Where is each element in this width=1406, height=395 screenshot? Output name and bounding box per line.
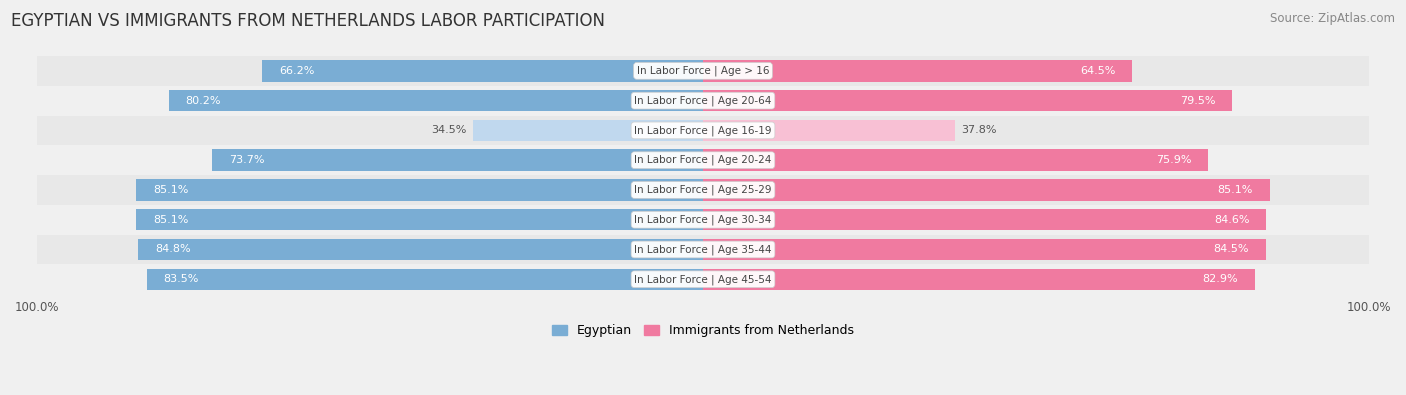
Text: In Labor Force | Age 30-34: In Labor Force | Age 30-34 [634, 214, 772, 225]
Bar [703, 209, 1267, 230]
Bar [212, 149, 703, 171]
Text: 64.5%: 64.5% [1080, 66, 1116, 76]
Bar [703, 90, 1232, 111]
Text: EGYPTIAN VS IMMIGRANTS FROM NETHERLANDS LABOR PARTICIPATION: EGYPTIAN VS IMMIGRANTS FROM NETHERLANDS … [11, 12, 605, 30]
Text: 37.8%: 37.8% [962, 126, 997, 135]
Bar [37, 56, 1369, 86]
Legend: Egyptian, Immigrants from Netherlands: Egyptian, Immigrants from Netherlands [547, 320, 859, 342]
Text: In Labor Force | Age 20-64: In Labor Force | Age 20-64 [634, 96, 772, 106]
Bar [703, 60, 1132, 82]
Text: 85.1%: 85.1% [153, 215, 188, 225]
Text: In Labor Force | Age 16-19: In Labor Force | Age 16-19 [634, 125, 772, 135]
Text: In Labor Force | Age > 16: In Labor Force | Age > 16 [637, 66, 769, 76]
Text: 34.5%: 34.5% [432, 126, 467, 135]
Text: In Labor Force | Age 35-44: In Labor Force | Age 35-44 [634, 244, 772, 255]
Text: Source: ZipAtlas.com: Source: ZipAtlas.com [1270, 12, 1395, 25]
Bar [703, 239, 1265, 260]
Text: 66.2%: 66.2% [278, 66, 315, 76]
Bar [136, 209, 703, 230]
Bar [474, 120, 703, 141]
Bar [37, 205, 1369, 235]
Text: 75.9%: 75.9% [1156, 155, 1192, 165]
Text: 85.1%: 85.1% [153, 185, 188, 195]
Bar [148, 269, 703, 290]
Bar [138, 239, 703, 260]
Text: 82.9%: 82.9% [1202, 274, 1239, 284]
Text: 84.6%: 84.6% [1213, 215, 1250, 225]
Bar [37, 145, 1369, 175]
Text: In Labor Force | Age 20-24: In Labor Force | Age 20-24 [634, 155, 772, 166]
Bar [703, 179, 1270, 201]
Text: 80.2%: 80.2% [186, 96, 221, 105]
Bar [263, 60, 703, 82]
Text: 83.5%: 83.5% [163, 274, 200, 284]
Text: 85.1%: 85.1% [1218, 185, 1253, 195]
Bar [169, 90, 703, 111]
Bar [37, 264, 1369, 294]
Bar [703, 149, 1208, 171]
Text: 79.5%: 79.5% [1180, 96, 1216, 105]
Bar [37, 235, 1369, 264]
Bar [37, 86, 1369, 115]
Bar [703, 120, 955, 141]
Text: 73.7%: 73.7% [229, 155, 264, 165]
Text: In Labor Force | Age 25-29: In Labor Force | Age 25-29 [634, 185, 772, 195]
Bar [37, 115, 1369, 145]
Text: 84.8%: 84.8% [155, 245, 191, 254]
Bar [703, 269, 1256, 290]
Text: 84.5%: 84.5% [1213, 245, 1249, 254]
Text: In Labor Force | Age 45-54: In Labor Force | Age 45-54 [634, 274, 772, 284]
Bar [136, 179, 703, 201]
Bar [37, 175, 1369, 205]
